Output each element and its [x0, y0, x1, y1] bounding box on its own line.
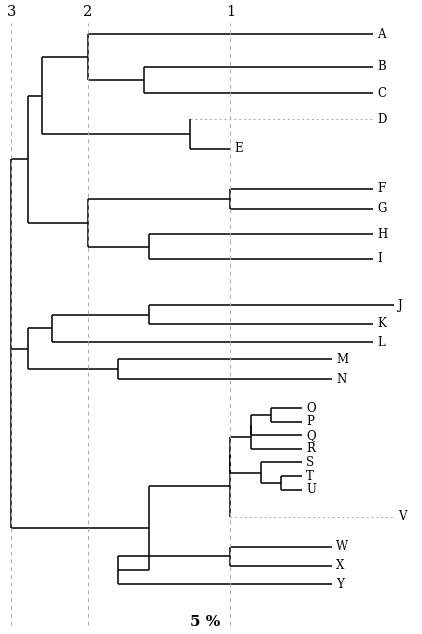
Text: 1: 1	[226, 4, 235, 18]
Text: 2: 2	[83, 4, 92, 18]
Text: T: T	[306, 470, 314, 482]
Text: W: W	[336, 540, 349, 553]
Text: X: X	[336, 559, 345, 572]
Text: O: O	[306, 402, 316, 415]
Text: L: L	[377, 335, 385, 349]
Text: E: E	[235, 142, 243, 155]
Text: J: J	[398, 299, 403, 312]
Text: N: N	[336, 373, 346, 386]
Text: R: R	[306, 443, 315, 455]
Text: S: S	[306, 456, 314, 469]
Text: Y: Y	[336, 578, 344, 591]
Text: G: G	[377, 202, 387, 215]
Text: M: M	[336, 353, 349, 366]
Text: V: V	[398, 510, 406, 523]
Text: F: F	[377, 182, 386, 195]
Text: B: B	[377, 60, 386, 74]
Text: K: K	[377, 318, 386, 330]
Text: U: U	[306, 483, 316, 496]
Text: H: H	[377, 228, 387, 241]
Text: Q: Q	[306, 429, 316, 442]
Text: D: D	[377, 113, 387, 126]
Text: A: A	[377, 28, 386, 41]
Text: I: I	[377, 252, 382, 266]
Text: P: P	[306, 415, 314, 429]
Text: 5 %: 5 %	[190, 615, 220, 630]
Text: 3: 3	[7, 4, 16, 18]
Text: C: C	[377, 87, 386, 100]
